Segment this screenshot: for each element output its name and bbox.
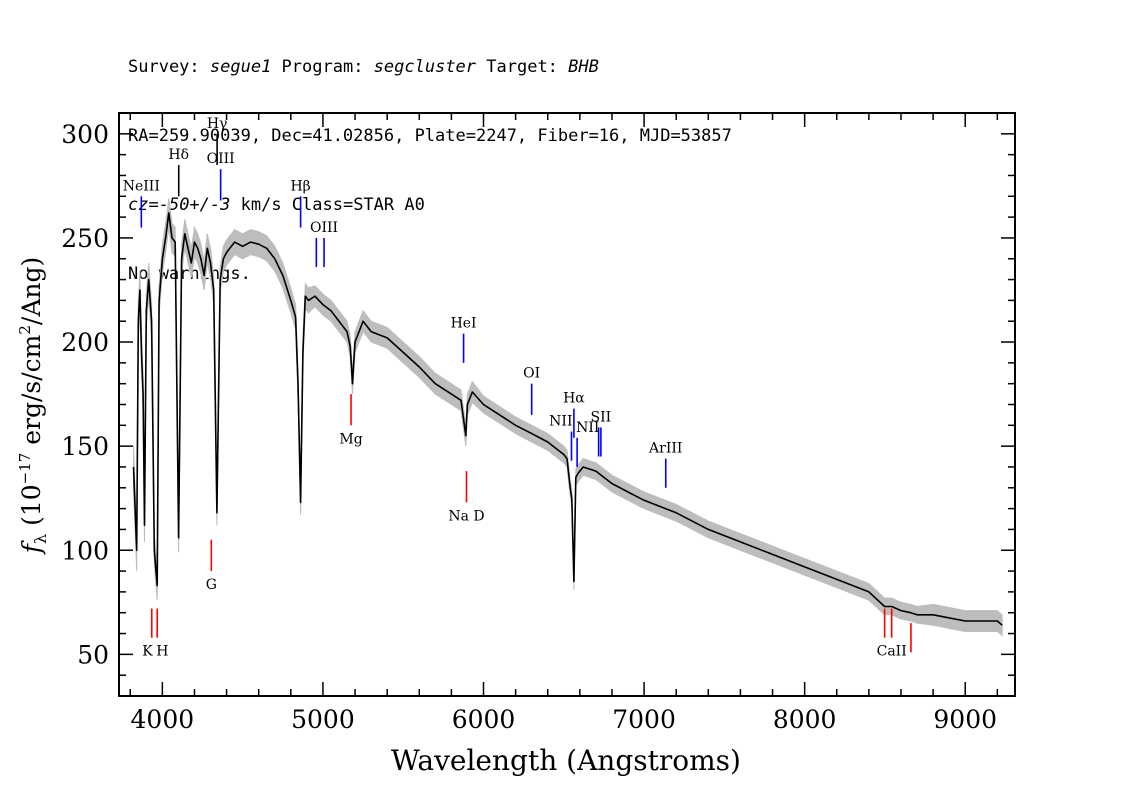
x-axis-label: Wavelength (Angstroms) (391, 744, 741, 777)
line-marker-label-16: Na D (448, 508, 484, 524)
x-tick-label: 4000 (131, 705, 195, 734)
y-tick-label: 50 (77, 640, 109, 669)
line-marker-label-9: NII (549, 414, 572, 430)
error-band (133, 198, 1003, 637)
line-marker-label-11: NII (576, 420, 599, 436)
header-line-survey: Survey: segue1 Program: segcluster Targe… (128, 56, 732, 79)
y-axis-label-text: fλ (10−17 erg/s/cm2/Ang) (16, 257, 50, 556)
y-tick-label: 250 (61, 224, 109, 253)
y-tick-label: 300 (61, 120, 109, 149)
error-band-layer (133, 198, 1003, 637)
survey-label: Survey: (128, 57, 210, 77)
cz-label: cz= (128, 195, 159, 215)
x-tick-label: 5000 (291, 705, 355, 734)
y-tick-label: 150 (61, 432, 109, 461)
y-tick-label: 100 (61, 536, 109, 565)
line-marker-label-7: HeI (451, 316, 477, 332)
line-marker-label-10: Hα (563, 391, 585, 407)
program-label: Program: (271, 57, 374, 77)
y-axis-label: fλ (10−17 erg/s/cm2/Ang) (16, 257, 50, 556)
line-marker-label-2: Hγ (207, 116, 228, 132)
y-tick-label: 200 (61, 328, 109, 357)
line-marker-label-14: ArIII (648, 441, 682, 457)
line-marker-label-3: OIII (207, 151, 235, 167)
class-text: km/s Class=STAR A0 (230, 195, 425, 215)
line-marker-label-0: NeIII (123, 178, 160, 194)
line-marker-label-17: G (206, 577, 217, 593)
cz-value: -50+/-3 (158, 195, 231, 215)
line-marker-layer: NeIIIHδHγOIIIHβOIIIHeIOINIIHαNIISIIArIII… (123, 116, 912, 660)
line-marker-label-6: OIII (310, 220, 338, 236)
program-value: segcluster (373, 57, 477, 77)
y-axis-label-group: fλ (10−17 erg/s/cm2/Ang) (16, 257, 50, 556)
line-marker-label-8: OI (523, 366, 540, 382)
axes-layer: 4000 5000 6000 7000 8000 9000 50 100 150 200 250 30… (61, 112, 1016, 734)
header-line-coordinates: RA=259.90039, Dec=41.02856, Plate=2247, … (128, 126, 732, 146)
x-tick-label: 7000 (612, 705, 676, 734)
target-value: BHB (568, 57, 599, 77)
line-marker-label-13: SII (591, 409, 612, 425)
spectrum-line (132, 212, 1003, 626)
x-tick-label: 9000 (933, 705, 997, 734)
line-marker-label-1: Hδ (168, 147, 189, 163)
survey-value: segue1 (209, 57, 272, 77)
target-label: Target: (476, 57, 569, 77)
x-tick-label: 8000 (773, 705, 837, 734)
line-marker-label-18: K (142, 644, 153, 660)
line-marker-label-4: Hβ (290, 178, 310, 194)
header-line-redshift: cz=-50+/-3 km/s Class=STAR A0 (128, 194, 732, 217)
spectrum-layer (132, 212, 1003, 626)
x-tick-label: 6000 (452, 705, 516, 734)
line-marker-label-21: CaII (877, 644, 907, 660)
line-marker-label-15: Mg (339, 431, 362, 447)
spectrum-header: Survey: segue1 Program: segcluster Targe… (128, 10, 732, 309)
line-marker-label-19: H (156, 644, 168, 660)
